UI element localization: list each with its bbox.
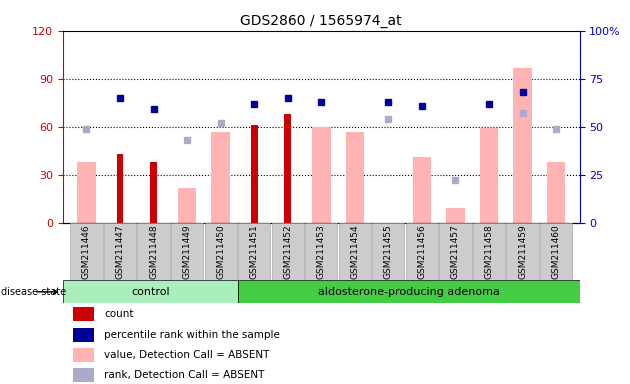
Text: GSM211448: GSM211448 — [149, 224, 158, 279]
Text: GSM211458: GSM211458 — [484, 224, 493, 279]
Bar — [251, 125, 258, 223]
Bar — [312, 127, 331, 223]
Bar — [212, 132, 230, 223]
Bar — [513, 68, 532, 223]
Text: GSM211450: GSM211450 — [216, 224, 225, 279]
Bar — [73, 368, 94, 382]
Text: GSM211460: GSM211460 — [552, 224, 561, 279]
Text: GSM211452: GSM211452 — [284, 224, 292, 279]
Bar — [150, 162, 157, 223]
Text: GSM211453: GSM211453 — [317, 224, 326, 279]
Bar — [73, 328, 94, 342]
Bar — [63, 280, 238, 303]
Bar — [305, 223, 338, 280]
Text: GSM211447: GSM211447 — [115, 224, 125, 279]
Bar — [540, 223, 572, 280]
Bar — [339, 223, 371, 280]
Bar — [171, 223, 203, 280]
Text: GSM211446: GSM211446 — [82, 224, 91, 279]
Bar — [238, 223, 270, 280]
Text: aldosterone-producing adenoma: aldosterone-producing adenoma — [318, 287, 500, 297]
Bar — [413, 157, 431, 223]
Text: GSM211455: GSM211455 — [384, 224, 393, 279]
Bar — [439, 223, 472, 280]
Text: count: count — [105, 309, 134, 319]
Text: value, Detection Call = ABSENT: value, Detection Call = ABSENT — [105, 350, 270, 360]
Bar — [205, 223, 237, 280]
Bar — [372, 223, 404, 280]
Text: disease state: disease state — [1, 287, 66, 297]
Bar — [272, 223, 304, 280]
Bar — [71, 223, 103, 280]
Bar — [507, 223, 539, 280]
Bar — [547, 162, 565, 223]
Text: GSM211451: GSM211451 — [249, 224, 259, 279]
Text: GSM211449: GSM211449 — [183, 224, 192, 279]
Bar — [104, 223, 136, 280]
Bar — [77, 162, 96, 223]
Text: GSM211456: GSM211456 — [418, 224, 427, 279]
Bar — [73, 306, 94, 321]
Bar — [284, 114, 291, 223]
Text: percentile rank within the sample: percentile rank within the sample — [105, 330, 280, 340]
Title: GDS2860 / 1565974_at: GDS2860 / 1565974_at — [241, 14, 402, 28]
Text: GSM211454: GSM211454 — [350, 224, 359, 279]
Bar — [137, 223, 169, 280]
Bar — [473, 223, 505, 280]
Bar — [238, 280, 580, 303]
Text: control: control — [131, 287, 170, 297]
Bar — [446, 208, 465, 223]
Text: rank, Detection Call = ABSENT: rank, Detection Call = ABSENT — [105, 370, 265, 380]
Text: GSM211457: GSM211457 — [451, 224, 460, 279]
Bar — [406, 223, 438, 280]
Text: GSM211459: GSM211459 — [518, 224, 527, 279]
Bar — [480, 128, 498, 223]
Bar — [117, 154, 123, 223]
Bar — [178, 187, 197, 223]
Bar — [346, 132, 364, 223]
Bar — [73, 348, 94, 362]
